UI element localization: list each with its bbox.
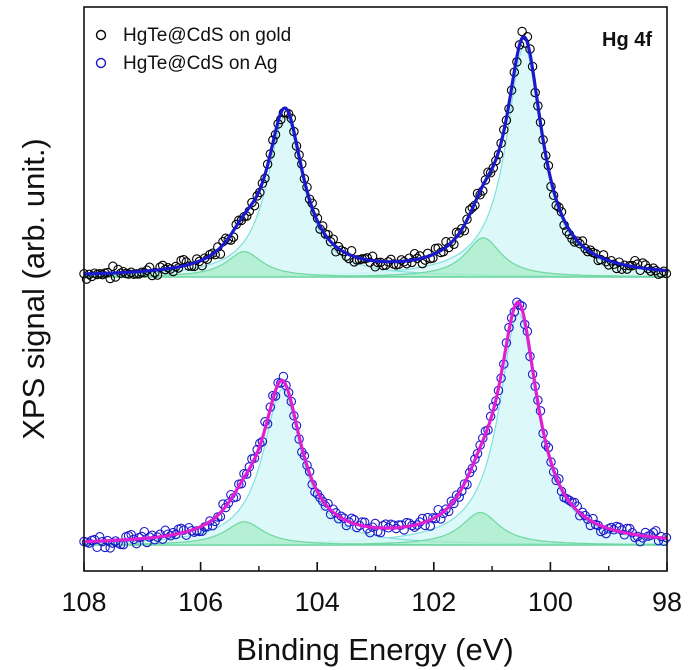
data-point [178,254,189,265]
data-point [134,269,144,279]
data-point [457,223,467,234]
data-point [446,236,457,247]
legend: HgTe@CdS on gold HgTe@CdS on Ag [95,25,291,74]
legend-label-ag: HgTe@CdS on Ag [123,53,278,74]
data-point [561,493,572,504]
legend-marker-gold [95,29,107,41]
data-point [580,243,590,254]
data-point [207,248,218,259]
data-point [409,248,420,259]
x-tick-label: 104 [295,587,340,617]
data-point [105,543,115,553]
data-point [386,254,396,265]
y-axis-title: XPS signal (arb. unit.) [16,138,51,440]
x-tick-label: 106 [178,587,223,617]
plot-frame [83,6,668,572]
data-point [575,238,585,249]
data-point [472,448,483,459]
data-point [247,197,257,208]
data-point [645,266,656,276]
x-tick-label: 98 [652,587,682,617]
component-peak-top-minor-1 [83,251,668,278]
data-point [205,516,215,526]
fit-envelope-top [83,35,668,276]
data-point [572,236,582,246]
plot-area [79,26,672,553]
data-point [150,267,160,278]
x-tick-label: 102 [411,587,456,617]
data-point [564,495,575,506]
legend-label-gold: HgTe@CdS on gold [123,25,291,46]
data-point [317,496,328,507]
data-point [651,526,661,536]
x-tick-label: 108 [61,587,106,617]
x-ticks: 108 106 104 102 100 98 [61,562,682,617]
data-point [462,214,472,225]
component-peak-bottom-minor-1 [83,521,668,546]
data-point [108,261,118,272]
x-tick-label: 100 [528,587,573,617]
legend-marker-ag [95,57,107,69]
fit-envelope-bottom [83,300,668,544]
data-point [325,237,336,247]
data-point [223,498,234,508]
data-point [139,526,150,537]
data-point [425,521,436,531]
x-axis-title: Binding Energy (eV) [236,632,513,667]
data-point [100,542,110,553]
data-point [441,504,451,514]
data-point [517,26,527,37]
data-point [638,258,648,268]
panel-annotation: Hg 4f [602,29,652,51]
data-point [582,514,593,525]
data-point [601,528,611,539]
